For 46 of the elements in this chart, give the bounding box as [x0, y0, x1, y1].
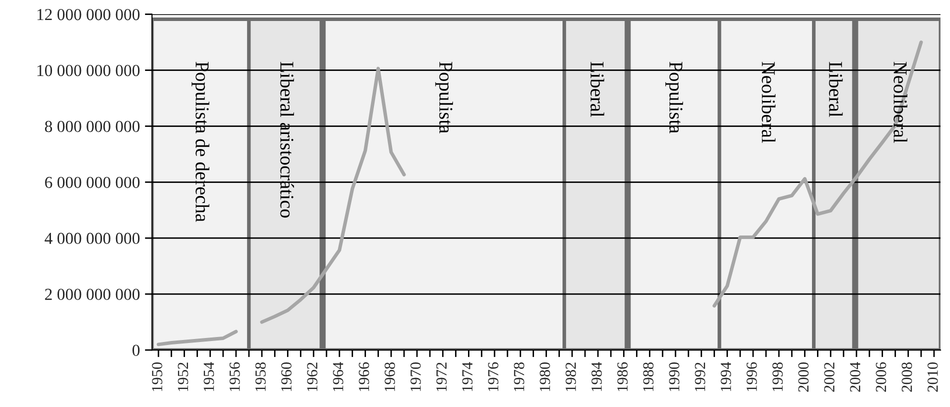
- band-label: Populista de derecha: [192, 62, 210, 222]
- x-tick-label: 1966: [358, 362, 370, 392]
- y-tick-label: 10 000 000 000: [37, 64, 140, 76]
- x-tick-label: 1972: [436, 362, 447, 392]
- x-tick-label: 1968: [384, 362, 395, 392]
- x-tick-label: 1954: [204, 362, 214, 392]
- x-tick-label: 1952: [178, 362, 188, 392]
- x-tick-label: 1970: [410, 362, 421, 392]
- y-tick-label: 8 000 000 000: [44, 120, 140, 132]
- y-tick-label: 12 000 000 000: [37, 8, 140, 20]
- x-tick-label: 1984: [591, 362, 602, 392]
- x-tick-label: 1962: [307, 362, 318, 392]
- x-tick-label: 1960: [281, 362, 292, 392]
- x-tick-label: 1994: [720, 362, 732, 392]
- x-tick-label: 1964: [332, 362, 344, 392]
- band-label: Liberal: [828, 62, 843, 118]
- x-tick-label: 1996: [746, 362, 757, 392]
- x-tick-label: 1976: [488, 362, 498, 392]
- x-tick-label: 2006: [876, 362, 886, 392]
- x-tick-label: 1950: [152, 362, 162, 392]
- x-tick-label: 2008: [902, 362, 912, 392]
- x-tick-label: 1974: [462, 362, 473, 392]
- x-tick-label: 1990: [669, 362, 680, 392]
- x-tick-label: 1998: [772, 362, 783, 392]
- y-tick-label: 4 000 000 000: [44, 232, 140, 244]
- x-tick-label: 1978: [514, 362, 524, 392]
- x-tick-label: 1992: [694, 362, 706, 392]
- y-tick-label: 0: [132, 344, 140, 356]
- x-tick-label: 2010: [928, 362, 938, 392]
- band-label: Neoliberal: [894, 62, 908, 143]
- y-tick-label: 2 000 000 000: [45, 288, 140, 300]
- x-tick-label: 1986: [617, 362, 628, 392]
- y-tick-label: 6 000 000 000: [45, 176, 140, 188]
- x-tick-label: 1980: [540, 362, 550, 392]
- band-label: Neoliberal: [762, 62, 776, 143]
- x-tick-label: 1988: [643, 362, 654, 392]
- x-tick-label: 1958: [255, 362, 266, 392]
- x-tick-label: 2004: [850, 362, 860, 392]
- band-label: Liberal: [590, 62, 604, 118]
- band-label: Populista: [435, 62, 453, 134]
- x-tick-label: 2000: [798, 362, 809, 392]
- x-tick-label: 1956: [230, 362, 240, 392]
- x-tick-label: 1982: [566, 362, 576, 392]
- x-tick-label: 2002: [824, 362, 834, 392]
- band-label: Liberal aristocrático: [280, 62, 294, 218]
- band-label: Populista: [665, 62, 684, 134]
